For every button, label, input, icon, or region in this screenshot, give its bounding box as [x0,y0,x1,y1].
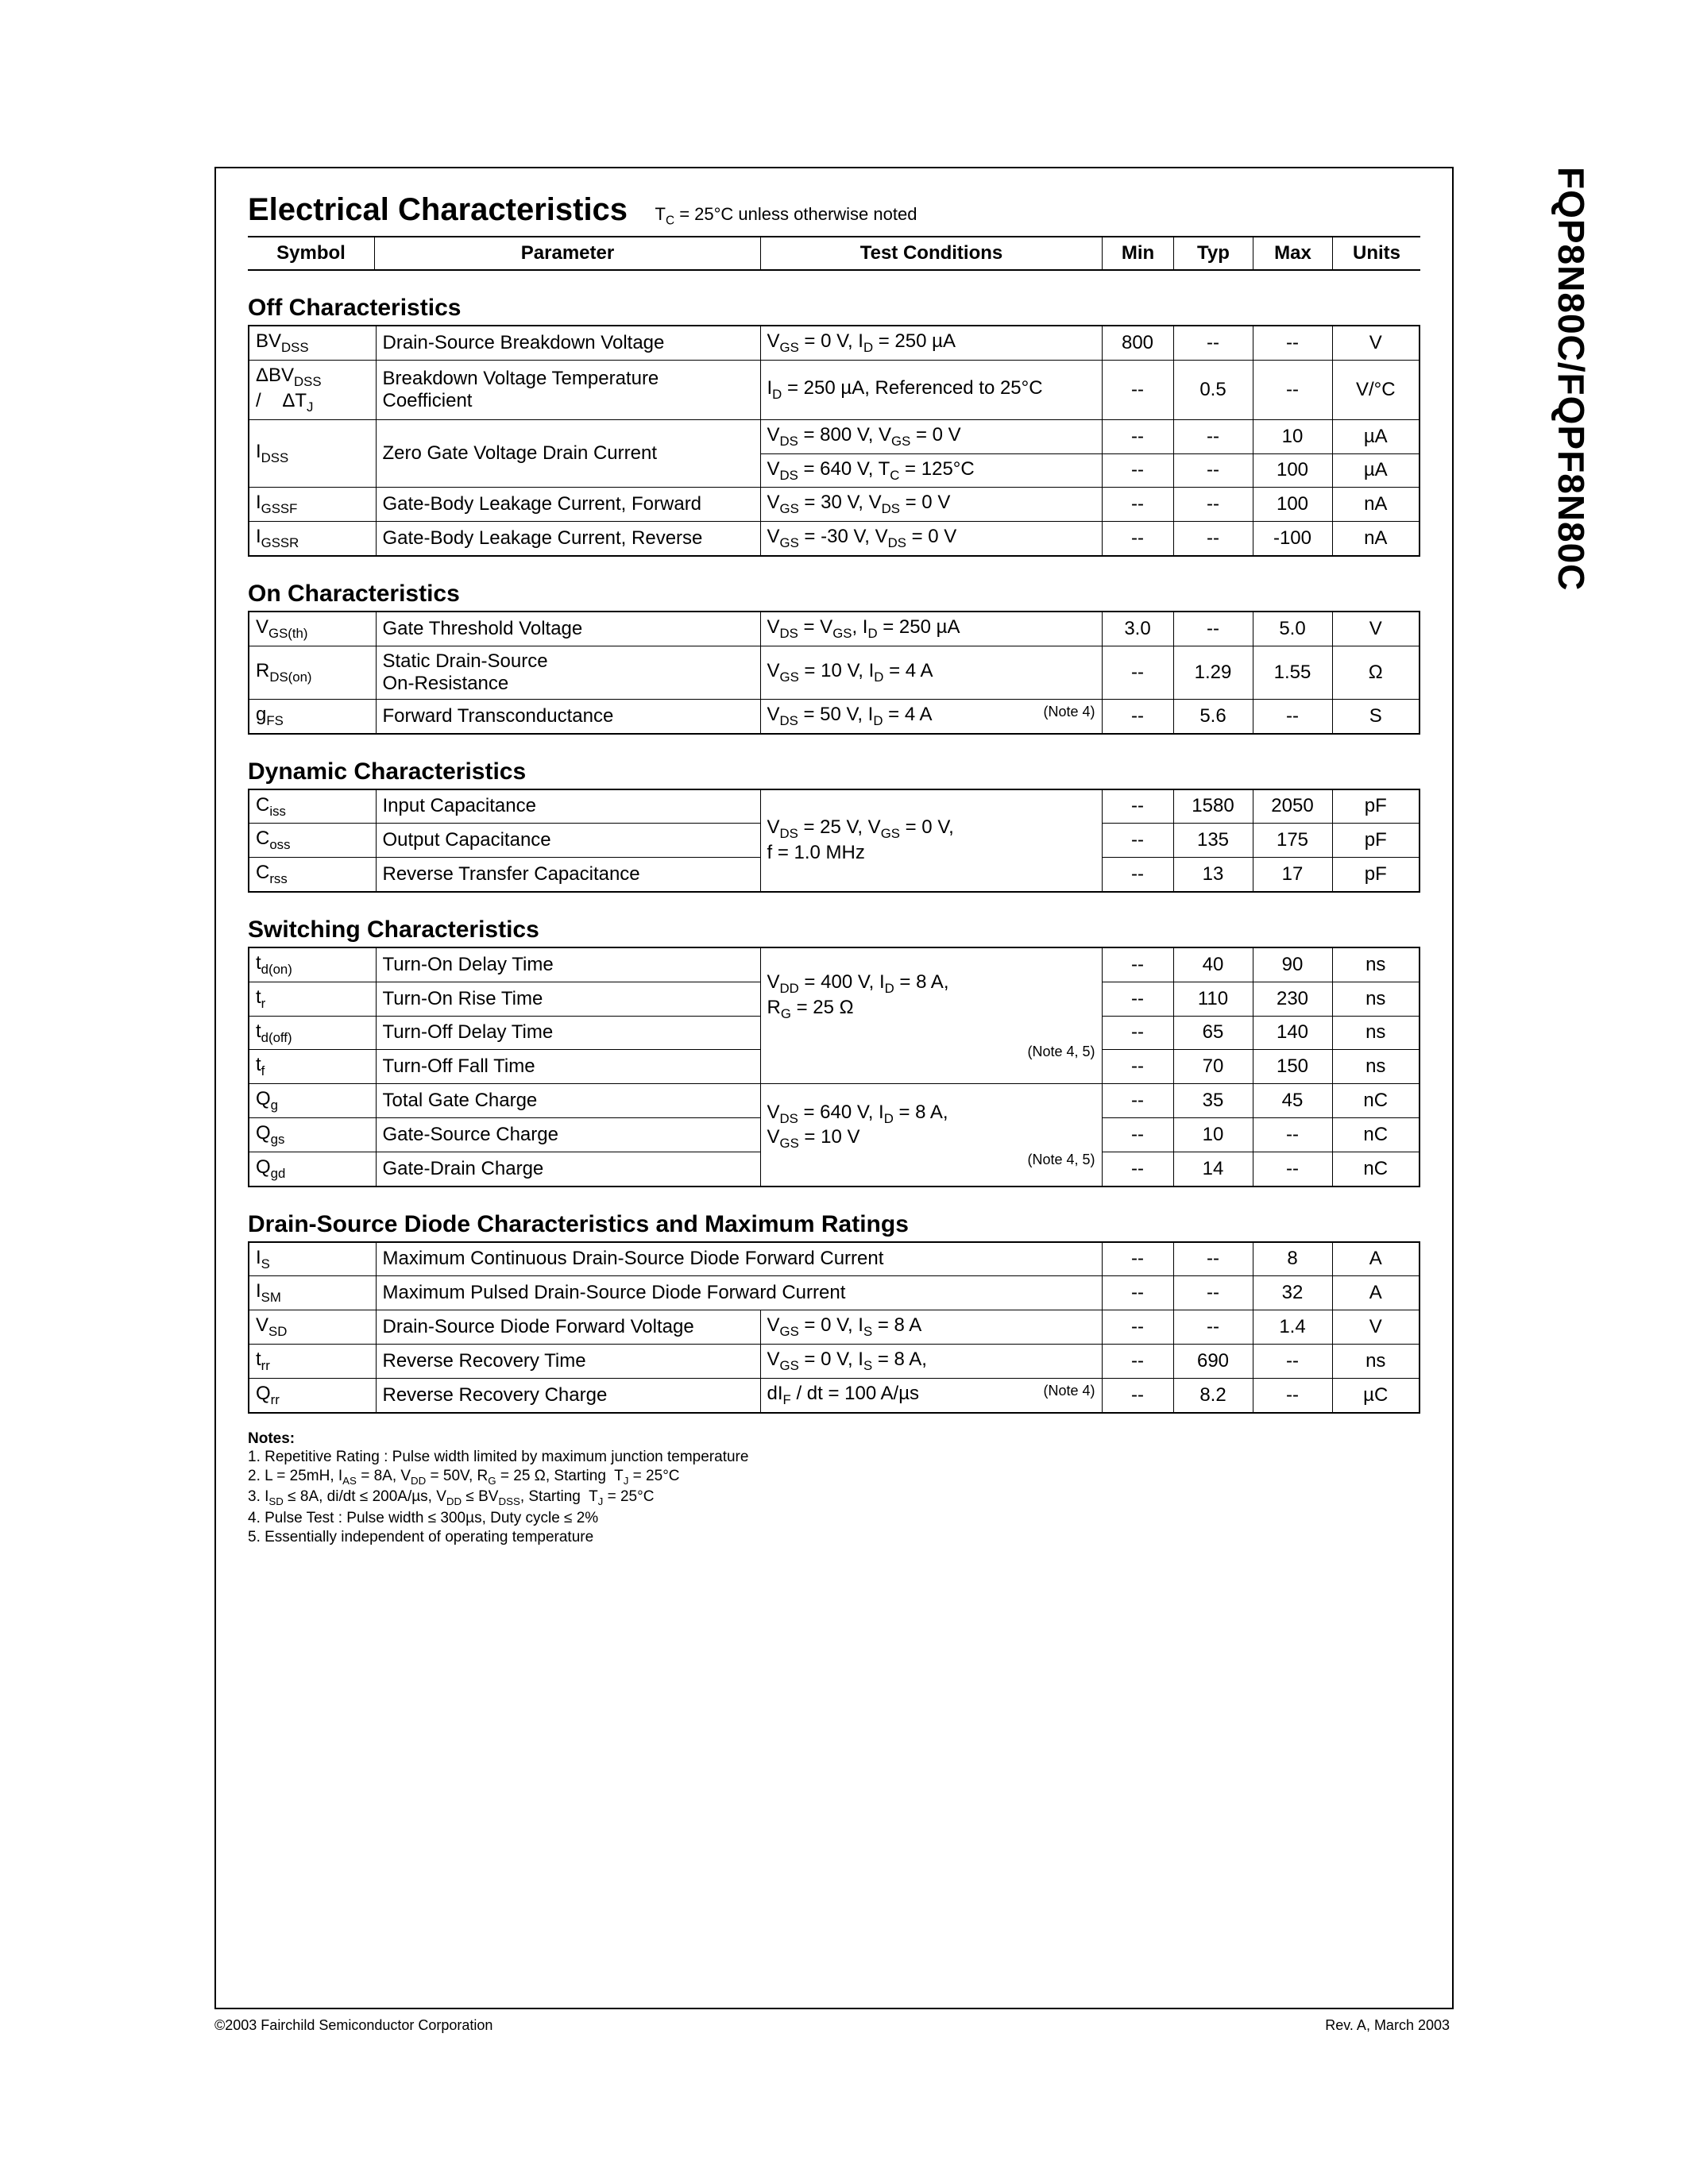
note-line: 5. Essentially independent of operating … [248,1528,1420,1547]
section-diode: Drain-Source Diode Characteristics and M… [248,1211,1420,1238]
page-frame: Electrical Characteristics TC = 25°C unl… [214,167,1454,2009]
table-row: IGSSF Gate-Body Leakage Current, Forward… [249,488,1420,522]
hdr-min: Min [1103,237,1174,269]
section-switching: Switching Characteristics [248,916,1420,943]
hdr-test: Test Conditions [761,237,1103,269]
note-line: 2. L = 25mH, IAS = 8A, VDD = 50V, RG = 2… [248,1467,1420,1488]
title-row: Electrical Characteristics TC = 25°C unl… [248,192,1420,228]
table-row: BVDSS Drain-Source Breakdown Voltage VGS… [249,326,1420,360]
table-row: IGSSR Gate-Body Leakage Current, Reverse… [249,522,1420,556]
table-row: QgTotal Gate Charge VDS = 640 V, ID = 8 … [249,1084,1420,1118]
hdr-parameter: Parameter [375,237,761,269]
hdr-units: Units [1333,237,1420,269]
title-note: TC = 25°C unless otherwise noted [655,204,917,224]
footer-copyright: ©2003 Fairchild Semiconductor Corporatio… [214,2017,492,2034]
table-row: VGS(th) Gate Threshold Voltage VDS = VGS… [249,612,1420,646]
table-row: trr Reverse Recovery Time VGS = 0 V, IS … [249,1344,1420,1378]
notes-title: Notes: [248,1430,1420,1449]
footer-revision: Rev. A, March 2003 [1325,2017,1450,2034]
section-dynamic: Dynamic Characteristics [248,758,1420,785]
table-off: BVDSS Drain-Source Breakdown Voltage VGS… [248,325,1420,557]
main-title: Electrical Characteristics [248,192,628,228]
table-row: gFS Forward Transconductance VDS = 50 V,… [249,699,1420,733]
part-number-sidebar: FQP8N80C/FQPF8N80C [1550,167,1593,591]
column-headers: Symbol Parameter Test Conditions Min Typ… [248,236,1420,271]
note-line: 3. ISD ≤ 8A, di/dt ≤ 200A/µs, VDD ≤ BVDS… [248,1488,1420,1508]
table-row: ΔBVDSS/ ΔTJ Breakdown Voltage Temperatur… [249,361,1420,420]
table-row: IDSS Zero Gate Voltage Drain Current VDS… [249,419,1420,453]
section-off: Off Characteristics [248,295,1420,322]
table-row: ISM Maximum Pulsed Drain-Source Diode Fo… [249,1276,1420,1310]
table-row: Qrr Reverse Recovery Charge dIF / dt = 1… [249,1378,1420,1412]
hdr-max: Max [1253,237,1333,269]
hdr-symbol: Symbol [248,237,375,269]
table-row: Ciss Input Capacitance VDS = 25 V, VGS =… [249,789,1420,824]
notes-block: Notes: 1. Repetitive Rating : Pulse widt… [248,1430,1420,1547]
table-dynamic: Ciss Input Capacitance VDS = 25 V, VGS =… [248,789,1420,893]
hdr-typ: Typ [1174,237,1253,269]
note-line: 4. Pulse Test : Pulse width ≤ 300µs, Dut… [248,1509,1420,1528]
table-row: td(on)Turn-On Delay Time VDD = 400 V, ID… [249,947,1420,982]
note-line: 1. Repetitive Rating : Pulse width limit… [248,1448,1420,1467]
table-row: VSD Drain-Source Diode Forward Voltage V… [249,1310,1420,1345]
section-on: On Characteristics [248,581,1420,608]
table-row: RDS(on) Static Drain-SourceOn-Resistance… [249,646,1420,699]
table-diode: IS Maximum Continuous Drain-Source Diode… [248,1241,1420,1414]
table-switching: td(on)Turn-On Delay Time VDD = 400 V, ID… [248,947,1420,1187]
table-on: VGS(th) Gate Threshold Voltage VDS = VGS… [248,611,1420,735]
table-row: IS Maximum Continuous Drain-Source Diode… [249,1242,1420,1276]
